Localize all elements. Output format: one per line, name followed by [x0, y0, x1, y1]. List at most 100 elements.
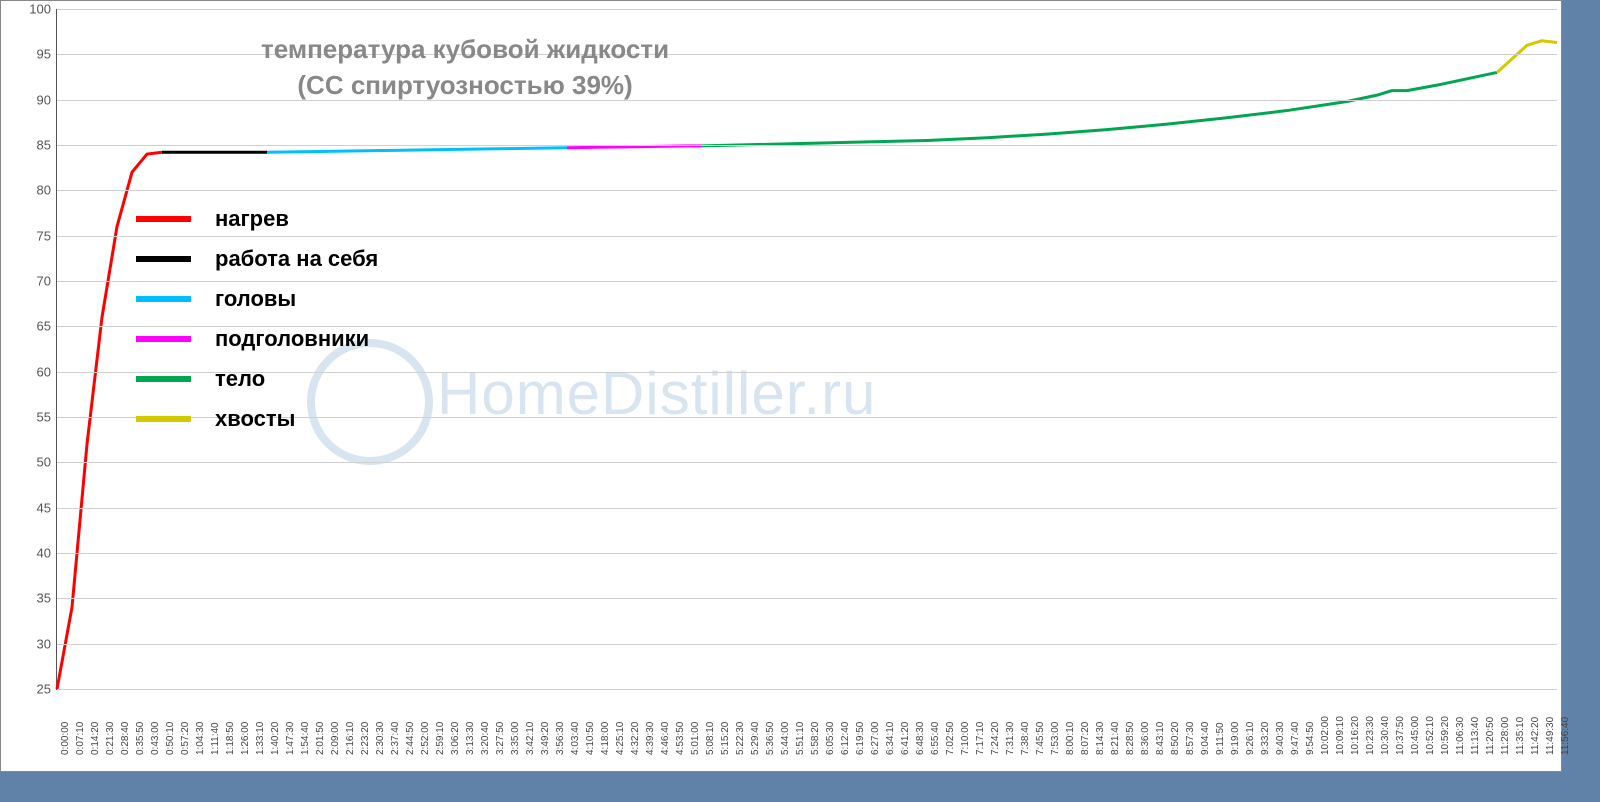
x-tick-label: 11:20:50	[1485, 717, 1496, 755]
legend-item: тело	[136, 366, 378, 392]
y-tick-label: 55	[16, 410, 51, 425]
x-tick-label: 3:20:40	[480, 722, 491, 755]
legend-label: работа на себя	[215, 246, 378, 272]
x-tick-label: 9:04:40	[1200, 722, 1211, 755]
x-tick-label: 9:47:40	[1290, 722, 1301, 755]
x-tick-label: 1:47:30	[285, 722, 296, 755]
x-tick-label: 2:37:40	[390, 722, 401, 755]
legend-swatch	[136, 216, 191, 222]
x-tick-label: 0:14:20	[90, 722, 101, 755]
x-tick-label: 10:30:40	[1380, 716, 1391, 755]
legend-item: хвосты	[136, 406, 378, 432]
x-tick-label: 9:26:10	[1245, 722, 1256, 755]
x-tick-label: 9:19:00	[1230, 722, 1241, 755]
y-tick-label: 70	[16, 274, 51, 289]
series-головы	[267, 148, 567, 153]
x-tick-label: 3:49:20	[540, 722, 551, 755]
x-tick-label: 5:08:10	[705, 722, 716, 755]
gridline	[57, 190, 1557, 191]
x-tick-label: 11:49:30	[1545, 717, 1556, 755]
x-tick-label: 3:42:10	[525, 722, 536, 755]
gridline	[57, 644, 1557, 645]
x-tick-label: 2:44:50	[405, 722, 416, 755]
chart-title: температура кубовой жидкости (СС спиртуо…	[261, 31, 669, 104]
gridline	[57, 553, 1557, 554]
x-tick-label: 11:56:40	[1560, 717, 1571, 755]
x-tick-label: 1:18:50	[225, 722, 236, 755]
series-тело	[702, 72, 1497, 145]
x-tick-label: 2:23:20	[360, 722, 371, 755]
x-tick-label: 4:25:10	[615, 722, 626, 755]
x-tick-label: 8:50:20	[1170, 722, 1181, 755]
x-tick-label: 11:13:40	[1470, 717, 1481, 755]
x-tick-label: 4:53:50	[675, 722, 686, 755]
x-tick-label: 5:01:00	[690, 722, 701, 755]
x-tick-label: 7:24:20	[990, 722, 1001, 755]
x-tick-label: 0:21:30	[105, 722, 116, 755]
gridline	[57, 508, 1557, 509]
x-tick-label: 10:02:00	[1320, 716, 1331, 755]
y-tick-label: 100	[16, 2, 51, 17]
outer-frame: HomeDistiller.ru температура кубовой жид…	[0, 0, 1600, 802]
x-tick-label: 6:55:40	[930, 722, 941, 755]
x-tick-label: 6:12:40	[840, 722, 851, 755]
x-tick-label: 9:40:30	[1275, 722, 1286, 755]
x-tick-label: 10:52:10	[1425, 716, 1436, 755]
legend-swatch	[136, 416, 191, 422]
x-tick-label: 6:27:00	[870, 722, 881, 755]
x-tick-label: 6:05:30	[825, 722, 836, 755]
legend-label: подголовники	[215, 326, 369, 352]
gridline	[57, 145, 1557, 146]
legend-swatch	[136, 336, 191, 342]
x-tick-label: 4:39:30	[645, 722, 656, 755]
x-tick-label: 10:37:50	[1395, 716, 1406, 755]
chart-title-line2: (СС спиртуозностью 39%)	[261, 67, 669, 103]
legend-label: нагрев	[215, 206, 289, 232]
gridline	[57, 9, 1557, 10]
x-tick-label: 0:43:00	[150, 722, 161, 755]
x-tick-label: 3:06:20	[450, 722, 461, 755]
x-tick-label: 5:44:00	[780, 722, 791, 755]
x-tick-label: 8:00:10	[1065, 722, 1076, 755]
x-tick-label: 0:35:50	[135, 722, 146, 755]
legend-swatch	[136, 376, 191, 382]
x-tick-label: 1:11:40	[210, 722, 221, 755]
x-tick-label: 2:09:00	[330, 722, 341, 755]
series-подголовники	[567, 146, 702, 148]
x-tick-label: 11:28:00	[1500, 717, 1511, 755]
legend-item: головы	[136, 286, 378, 312]
legend-label: головы	[215, 286, 296, 312]
x-tick-label: 7:10:00	[960, 722, 971, 755]
x-tick-label: 0:28:40	[120, 722, 131, 755]
gridline	[57, 598, 1557, 599]
y-tick-label: 95	[16, 47, 51, 62]
x-tick-label: 7:53:00	[1050, 722, 1061, 755]
y-tick-label: 85	[16, 138, 51, 153]
legend-item: нагрев	[136, 206, 378, 232]
x-tick-label: 7:38:40	[1020, 722, 1031, 755]
x-tick-label: 11:06:30	[1455, 717, 1466, 755]
x-tick-label: 0:00:00	[60, 722, 71, 755]
x-tick-label: 5:36:50	[765, 722, 776, 755]
x-tick-label: 1:33:10	[255, 722, 266, 755]
x-tick-label: 6:34:10	[885, 722, 896, 755]
x-tick-label: 2:59:10	[435, 722, 446, 755]
x-tick-label: 4:32:20	[630, 722, 641, 755]
x-tick-label: 0:07:10	[75, 722, 86, 755]
x-tick-label: 4:18:00	[600, 722, 611, 755]
x-tick-label: 4:03:40	[570, 722, 581, 755]
x-tick-label: 5:58:20	[810, 722, 821, 755]
x-tick-label: 9:54:50	[1305, 722, 1316, 755]
x-tick-label: 10:09:10	[1335, 716, 1346, 755]
x-tick-label: 3:13:30	[465, 722, 476, 755]
legend-swatch	[136, 296, 191, 302]
x-tick-label: 8:57:30	[1185, 722, 1196, 755]
x-tick-label: 11:35:10	[1515, 717, 1526, 755]
x-tick-label: 7:31:30	[1005, 722, 1016, 755]
legend: нагрев работа на себя головы подголовники те…	[136, 206, 378, 446]
x-tick-label: 10:16:20	[1350, 716, 1361, 755]
x-tick-label: 3:35:00	[510, 722, 521, 755]
x-tick-label: 11:42:20	[1530, 717, 1541, 755]
x-tick-label: 1:40:20	[270, 722, 281, 755]
y-tick-label: 60	[16, 364, 51, 379]
